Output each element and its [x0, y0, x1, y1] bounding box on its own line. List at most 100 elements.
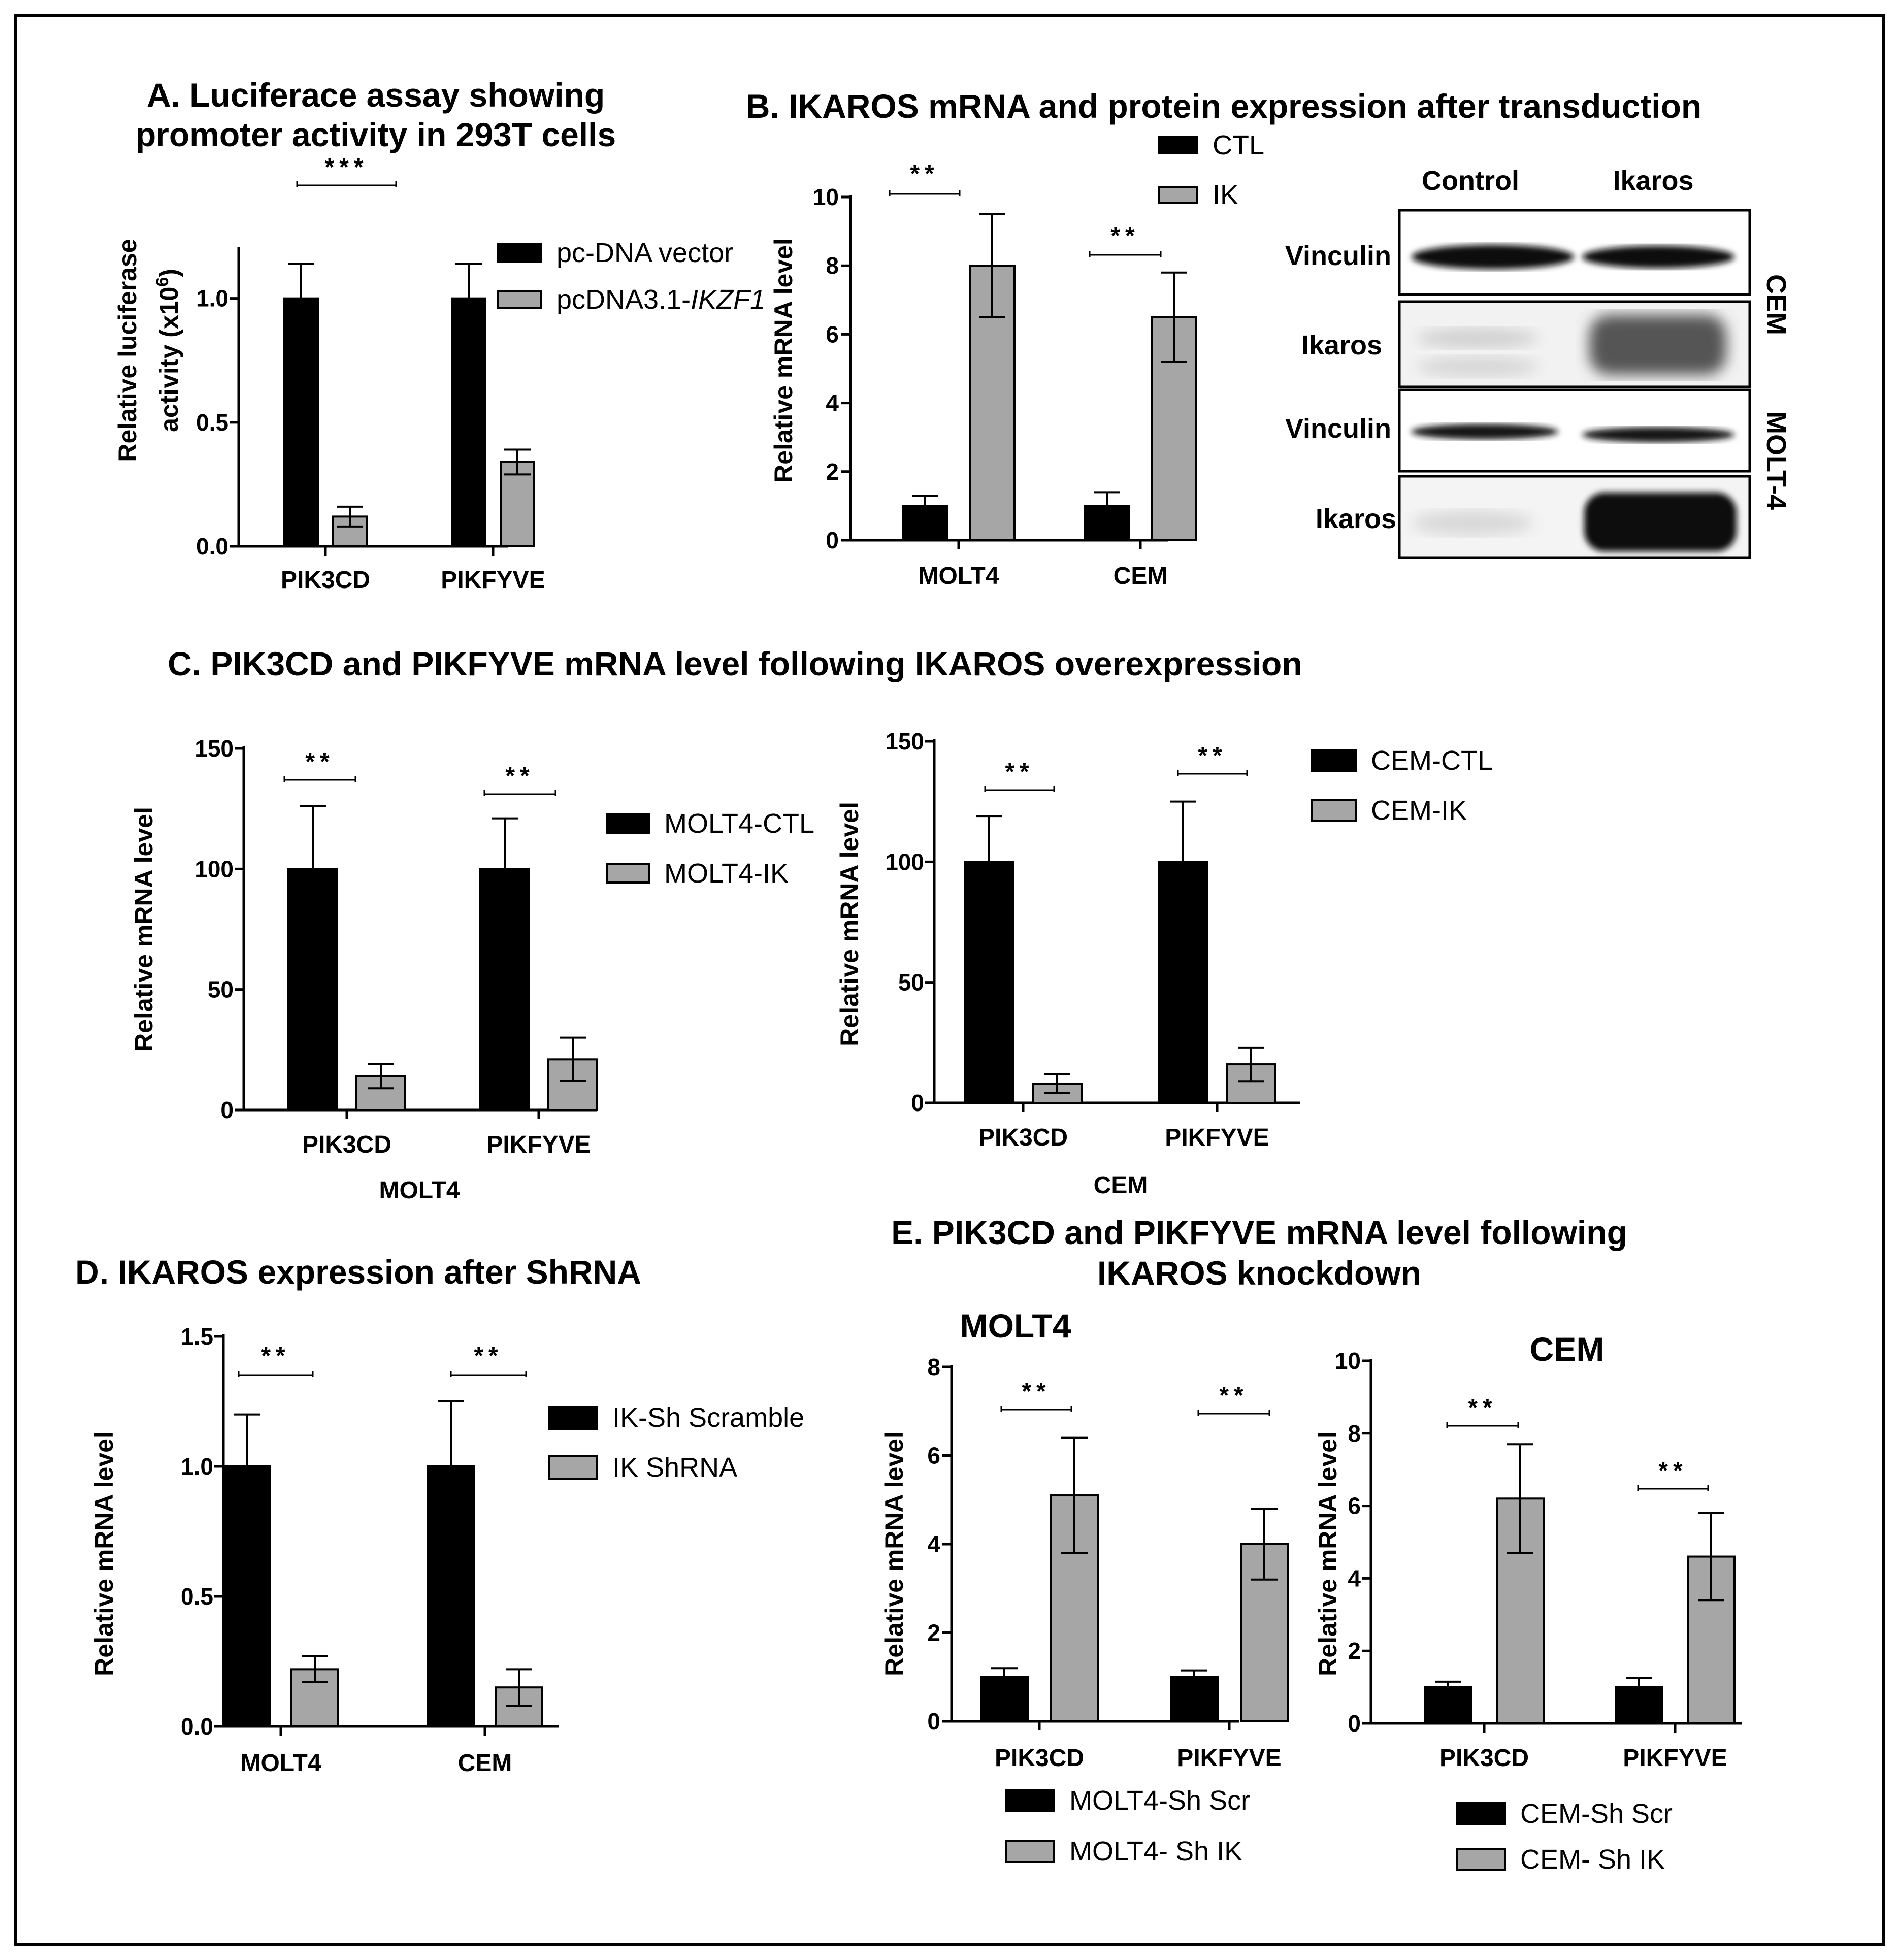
blot-row-ikaros-cem: Ikaros [1301, 330, 1382, 361]
legend-swatch [548, 1406, 598, 1430]
y-axis-label: Relative mRNA level [1314, 1431, 1342, 1676]
legend-swatch [1158, 136, 1198, 154]
blot-cell-line-molt4: MOLT-4 [1761, 411, 1791, 510]
x-tick-label: CEM [458, 1750, 512, 1777]
x-tick-label: PIK3CD [281, 567, 370, 594]
blot-band-vinculin-molt4-control [1411, 424, 1558, 439]
legend-swatch [606, 813, 650, 834]
blot-cell-line-cem: CEM [1761, 274, 1791, 335]
y-axis-label: Relative mRNA level [880, 1431, 908, 1676]
y-tick-label: 1.0 [196, 285, 228, 312]
legend-label: MOLT4-IK [664, 858, 789, 889]
bar [451, 297, 486, 548]
legend-label-text: MOLT4- Sh IK [1069, 1836, 1242, 1867]
legend-label: CEM-Sh Scr [1520, 1799, 1673, 1829]
y-tick-label: 1.5 [181, 1323, 213, 1350]
chart-title: A. Luciferace assay showing [147, 76, 605, 114]
chart-B: B. IKAROS mRNA and protein expression af… [746, 87, 1701, 590]
legend-label-text: IK [1213, 180, 1238, 210]
chart-D: D. IKAROS expression after ShRNA 0.0 0.5 1.… [75, 1253, 804, 1777]
chart-title: promoter activity in 293T cells [136, 116, 616, 153]
significance-label: ** [910, 160, 939, 187]
legend-swatch [497, 290, 542, 309]
blot-row-ikaros-molt4: Ikaros [1316, 504, 1396, 534]
bar [283, 297, 319, 548]
legend-label: MOLT4-Sh Scr [1069, 1785, 1250, 1816]
x-axis-label: CEM [1094, 1172, 1148, 1199]
blot-band-vinculin-cem-control [1412, 245, 1574, 269]
x-tick-label: CEM [1114, 563, 1168, 590]
y-axis-label: Relative mRNA level [129, 807, 158, 1052]
y-tick-label: 150 [194, 735, 234, 762]
y-tick-label: 4 [826, 390, 839, 416]
legend-swatch [1005, 1789, 1055, 1812]
western-blot: Control Ikaros Vinculin Ikaros Vinculin … [1285, 166, 1791, 559]
y-axis-label-line: activity (x10 [155, 287, 183, 432]
blot-band-ikaros-cem-ikaros [1589, 315, 1726, 375]
x-tick-label: MOLT4 [918, 563, 999, 590]
legend-label-text: CTL [1213, 130, 1264, 160]
y-tick-label: 10 [1335, 1348, 1361, 1374]
significance-label: *** [324, 154, 368, 181]
legend-swatch [548, 1455, 598, 1480]
legend-label: pc-DNA vector [556, 238, 733, 268]
significance-label: ** [1198, 742, 1227, 769]
legend-swatch [1311, 749, 1357, 772]
y-tick-label: 0.0 [181, 1713, 213, 1740]
y-tick-label: 1.0 [181, 1453, 213, 1480]
significance-label: ** [505, 763, 534, 790]
bar [1424, 1686, 1472, 1725]
bar [1240, 1543, 1289, 1722]
y-tick-label: 4 [1348, 1565, 1361, 1591]
legend-label-text: IK ShRNA [612, 1452, 737, 1483]
chart-title: IKAROS knockdown [1097, 1254, 1421, 1292]
y-axis-label: Relative luciferase activity (x106) [113, 239, 183, 462]
legend-label: IK-Sh Scramble [612, 1402, 804, 1433]
y-tick-label: 2 [1348, 1638, 1361, 1664]
blot-band-vinculin-molt4-ikaros [1582, 427, 1734, 442]
legend-label-text: MOLT4-Sh Scr [1069, 1785, 1250, 1816]
legend-label: MOLT4- Sh IK [1069, 1836, 1242, 1867]
chart-title: D. IKAROS expression after ShRNA [75, 1253, 641, 1291]
y-tick-label: 0 [220, 1097, 234, 1123]
bar [500, 461, 535, 548]
legend-label-text: pc-DNA vector [556, 238, 733, 268]
y-tick-label: 8 [826, 252, 839, 279]
chart-subtitle: CEM [1530, 1330, 1605, 1368]
legend-swatch [1456, 1802, 1506, 1825]
blot-row-vinculin-cem: Vinculin [1285, 241, 1391, 271]
y-tick-label: 0 [1348, 1710, 1361, 1737]
blot-col-control: Control [1422, 166, 1519, 196]
x-tick-label: PIK3CD [1439, 1745, 1529, 1772]
y-tick-label: 50 [208, 976, 234, 1003]
y-axis-label-line: Relative luciferase [113, 239, 142, 462]
x-tick-label: PIKFYVE [486, 1131, 591, 1158]
y-tick-label: 0 [911, 1090, 924, 1116]
legend-swatch [497, 243, 542, 263]
legend-label-text: CEM- Sh IK [1520, 1844, 1665, 1875]
chart-E1: E. PIK3CD and PIKFYVE mRNA level followi… [880, 1214, 1627, 1867]
y-axis-label: Relative mRNA level [769, 238, 798, 483]
x-tick-label: PIKFYVE [441, 567, 545, 594]
y-tick-label: 6 [826, 321, 839, 347]
significance-label: ** [1219, 1382, 1248, 1409]
legend-swatch [1456, 1848, 1506, 1871]
chart-C2: 0 50 100 150 Relative mRNA level PIK3CD PIKFYV… [835, 728, 1493, 1199]
y-tick-label: 2 [826, 459, 839, 485]
blot-band-ikaros-molt4-control [1412, 511, 1533, 535]
y-tick-label: 50 [898, 969, 924, 996]
legend-label: MOLT4-CTL [664, 808, 814, 839]
legend-label: IK ShRNA [612, 1452, 737, 1483]
y-axis-label: Relative mRNA level [835, 802, 864, 1047]
figure-frame [14, 14, 1885, 1946]
chart-subtitle: MOLT4 [960, 1307, 1071, 1345]
significance-label: ** [474, 1343, 503, 1369]
significance-label: ** [1658, 1457, 1687, 1484]
chart-title: C. PIK3CD and PIKFYVE mRNA level followi… [168, 645, 1302, 682]
y-tick-label: 8 [1348, 1420, 1361, 1447]
y-axis-label: Relative mRNA level [90, 1431, 118, 1676]
x-tick-label: MOLT4 [240, 1750, 321, 1777]
x-tick-label: PIKFYVE [1165, 1124, 1269, 1151]
legend-label-text: IK-Sh Scramble [612, 1402, 804, 1433]
